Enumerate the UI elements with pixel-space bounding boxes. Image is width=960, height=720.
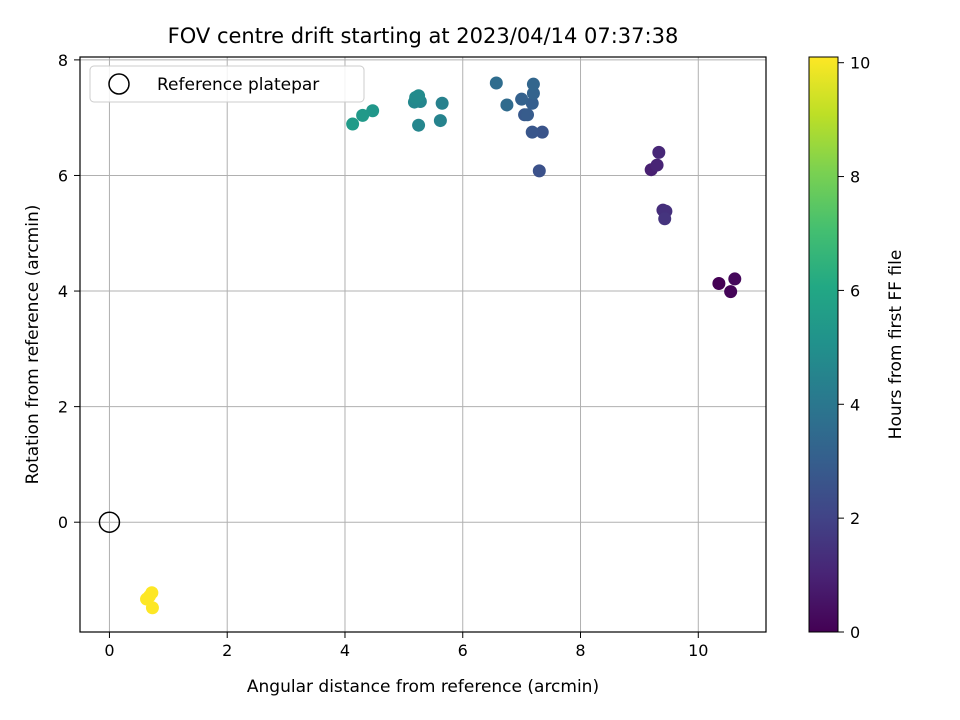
data-point [515, 92, 529, 106]
data-point [525, 125, 539, 139]
y-axis-ticks: 0 2 4 6 8 [58, 51, 80, 532]
chart-title: FOV centre drift starting at 2023/04/14 … [168, 24, 679, 48]
data-point [525, 96, 539, 110]
colorbar-tick-label: 8 [850, 168, 860, 187]
colorbar-tick-label: 0 [850, 623, 860, 642]
data-point [500, 98, 514, 112]
colorbar-frame [808, 56, 839, 633]
y-tick-label: 6 [58, 166, 68, 185]
reference-platepar-point [98, 511, 121, 533]
colorbar-ticks: 0 2 4 6 8 10 [838, 54, 870, 642]
data-point [435, 96, 449, 110]
data-point [526, 77, 540, 91]
data-point [526, 86, 540, 100]
colorbar-tick-label: 2 [850, 509, 860, 528]
data-point [346, 117, 360, 131]
colorbar-tick-label: 4 [850, 395, 860, 414]
x-tick-label: 10 [688, 641, 708, 660]
legend: Reference platepar [89, 65, 365, 103]
data-point [652, 145, 666, 159]
y-tick-label: 4 [58, 282, 68, 301]
data-point [712, 277, 726, 291]
data-point [489, 76, 503, 90]
colorbar-tick-label: 10 [850, 54, 870, 73]
data-point [535, 125, 549, 139]
data-point [366, 104, 380, 118]
x-tick-label: 4 [340, 641, 350, 660]
data-point [658, 212, 672, 226]
x-axis-label: Angular distance from reference (arcmin) [247, 677, 599, 697]
y-tick-label: 0 [58, 513, 68, 532]
y-tick-label: 2 [58, 398, 68, 417]
data-point [412, 118, 426, 132]
data-point [532, 164, 546, 178]
legend-marker-open-circle [108, 73, 130, 95]
data-point [356, 108, 370, 122]
x-tick-label: 6 [458, 641, 468, 660]
plot-frame [79, 56, 767, 633]
x-tick-label: 8 [575, 641, 585, 660]
data-point [433, 114, 447, 128]
legend-label: Reference platepar [157, 75, 319, 95]
y-tick-label: 8 [58, 51, 68, 70]
grid-lines [80, 57, 766, 632]
data-point [650, 158, 664, 172]
x-axis-ticks: 0 2 4 6 8 10 [104, 632, 708, 660]
data-point [728, 272, 742, 286]
colorbar-label: Hours from first FF file [886, 250, 906, 440]
x-tick-label: 2 [222, 641, 232, 660]
data-point [412, 89, 426, 103]
data-point [521, 108, 535, 122]
legend-box [89, 65, 365, 103]
x-tick-label: 0 [104, 641, 114, 660]
colorbar-tick-label: 6 [850, 281, 860, 300]
data-points [98, 76, 742, 615]
colorbar [809, 57, 838, 632]
y-axis-label: Rotation from reference (arcmin) [23, 205, 43, 485]
data-point [724, 285, 738, 299]
data-point [145, 601, 159, 615]
